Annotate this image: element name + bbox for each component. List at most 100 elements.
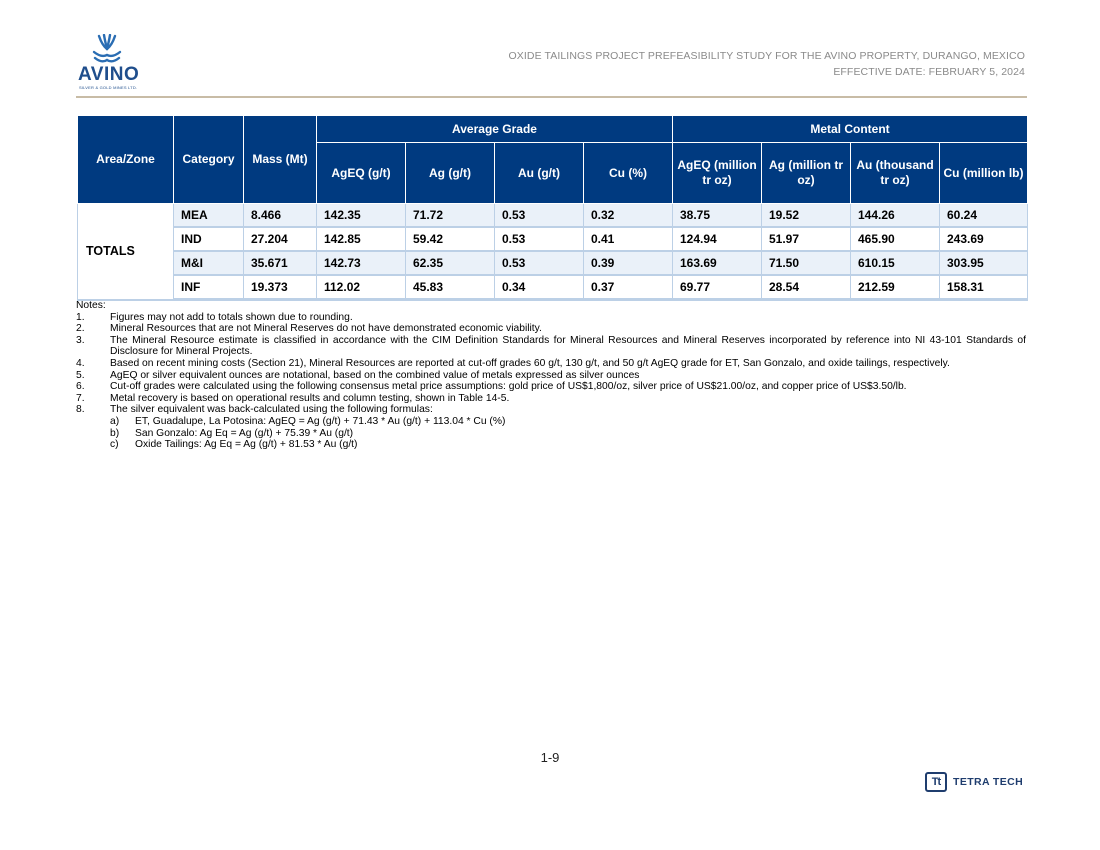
cell-metal-ageq: 163.69 <box>672 251 762 276</box>
cell-cu: 0.32 <box>583 203 673 228</box>
cell-metal-au: 610.15 <box>850 251 940 276</box>
header-metal-cu: Cu (million lb) <box>938 142 1029 204</box>
cell-cu: 0.41 <box>583 227 673 252</box>
cell-category: INF <box>173 275 244 301</box>
tetra-tech-logo-icon: Tt <box>925 772 947 792</box>
header-grade-ageq: AgEQ (g/t) <box>316 142 406 204</box>
cell-au: 0.53 <box>494 227 584 252</box>
table-row: M&I 35.671 142.73 62.35 0.53 0.39 163.69… <box>78 251 1029 276</box>
header-metal-ageq: AgEQ (million tr oz) <box>672 142 762 204</box>
table-row: IND 27.204 142.85 59.42 0.53 0.41 124.94… <box>78 227 1029 252</box>
document-title-line1: OXIDE TAILINGS PROJECT PREFEASIBILITY ST… <box>508 50 1025 62</box>
cell-metal-ageq: 38.75 <box>672 203 762 228</box>
notes-title: Notes: <box>76 300 106 311</box>
header-area-zone: Area/Zone <box>77 115 174 204</box>
note-text: Cut-off grades were calculated using the… <box>110 381 907 393</box>
cell-au: 0.53 <box>494 251 584 276</box>
cell-ageq: 142.85 <box>316 227 406 252</box>
cell-metal-au: 144.26 <box>850 203 940 228</box>
note-item: 2. Mineral Resources that are not Mineral… <box>76 323 1026 335</box>
formula-item: a) ET, Guadalupe, La Potosina: AgEQ = Ag … <box>76 416 1026 428</box>
cell-ag: 62.35 <box>405 251 495 276</box>
cell-metal-cu: 158.31 <box>938 275 1029 301</box>
note-number: 6. <box>76 381 85 393</box>
formula-text: ET, Guadalupe, La Potosina: AgEQ = Ag (g… <box>135 415 506 427</box>
note-item: 5. AgEQ or silver equivalent ounces are n… <box>76 370 1026 382</box>
formula-text: Oxide Tailings: Ag Eq = Ag (g/t) + 81.53… <box>135 439 358 451</box>
cell-metal-ageq: 69.77 <box>672 275 762 301</box>
header-metal-ag: Ag (million tr oz) <box>761 142 851 204</box>
note-text: Mineral Resources that are not Mineral R… <box>110 323 542 335</box>
cell-category: M&I <box>173 251 244 276</box>
cell-au: 0.34 <box>494 275 584 301</box>
cell-mass: 27.204 <box>243 227 317 252</box>
note-text: Based on recent mining costs (Section 21… <box>110 357 950 369</box>
header-grade-ag: Ag (g/t) <box>405 142 495 204</box>
area-totals: TOTALS <box>77 203 174 301</box>
note-item: 3. The Mineral Resource estimate is class… <box>76 335 1026 358</box>
avino-logo-icon <box>92 34 122 63</box>
formula-letter: c) <box>110 439 119 451</box>
cell-metal-ag: 51.97 <box>761 227 851 252</box>
cell-ageq: 112.02 <box>316 275 406 301</box>
note-text: Figures may not add to totals shown due … <box>110 311 353 323</box>
formula-text: San Gonzalo: Ag Eq = Ag (g/t) + 75.39 * … <box>135 427 354 439</box>
header-metal-content: Metal Content <box>671 115 1029 143</box>
note-number: 8. <box>76 404 85 416</box>
document-effective-date: EFFECTIVE DATE: FEBRUARY 5, 2024 <box>833 66 1025 78</box>
logo-subtitle: SILVER & GOLD MINES LTD. <box>79 85 138 90</box>
cell-metal-cu: 243.69 <box>938 227 1029 252</box>
cell-ag: 45.83 <box>405 275 495 301</box>
note-number: 5. <box>76 369 85 381</box>
header-mass: Mass (Mt) <box>243 115 317 204</box>
header-grade-cu: Cu (%) <box>583 142 673 204</box>
note-item: 4. Based on recent mining costs (Section … <box>76 358 1026 370</box>
cell-metal-cu: 303.95 <box>938 251 1029 276</box>
note-number: 3. <box>76 334 85 346</box>
cell-ageq: 142.35 <box>316 203 406 228</box>
header-rule <box>76 96 1027 98</box>
cell-category: IND <box>173 227 244 252</box>
mineral-resource-table: Area/Zone Category Mass (Mt) Average Gra… <box>77 115 1029 301</box>
cell-cu: 0.39 <box>583 251 673 276</box>
header-category: Category <box>173 115 244 204</box>
cell-ag: 59.42 <box>405 227 495 252</box>
formula-item: c) Oxide Tailings: Ag Eq = Ag (g/t) + 81.… <box>76 439 1026 451</box>
note-text: The Mineral Resource estimate is classif… <box>110 334 1026 358</box>
cell-metal-ag: 28.54 <box>761 275 851 301</box>
avino-logo: AVINO SILVER & GOLD MINES LTD. <box>76 34 146 90</box>
note-item: 1. Figures may not add to totals shown du… <box>76 312 1026 324</box>
note-number: 2. <box>76 323 85 335</box>
table-notes: Notes: 1. Figures may not add to totals s… <box>76 300 1026 451</box>
tetra-tech-wordmark: TETRA TECH <box>953 776 1024 788</box>
note-text: AgEQ or silver equivalent ounces are not… <box>110 369 640 381</box>
note-number: 1. <box>76 311 85 323</box>
cell-metal-ag: 71.50 <box>761 251 851 276</box>
header-metal-au: Au (thousand tr oz) <box>850 142 940 204</box>
page-number: 1-9 <box>540 750 560 765</box>
cell-metal-ageq: 124.94 <box>672 227 762 252</box>
note-item: 7. Metal recovery is based on operational… <box>76 393 1026 405</box>
cell-metal-au: 212.59 <box>850 275 940 301</box>
tetra-tech-logo: Tt TETRA TECH <box>925 772 1023 792</box>
header-average-grade: Average Grade <box>316 115 673 143</box>
cell-cu: 0.37 <box>583 275 673 301</box>
cell-au: 0.53 <box>494 203 584 228</box>
cell-metal-au: 465.90 <box>850 227 940 252</box>
cell-mass: 8.466 <box>243 203 317 228</box>
cell-ag: 71.72 <box>405 203 495 228</box>
cell-category: MEA <box>173 203 244 228</box>
cell-mass: 19.373 <box>243 275 317 301</box>
table-row: INF 19.373 112.02 45.83 0.34 0.37 69.77 … <box>78 275 1029 301</box>
formula-letter: a) <box>110 415 120 427</box>
note-number: 4. <box>76 357 85 369</box>
cell-metal-ag: 19.52 <box>761 203 851 228</box>
note-item: 8. The silver equivalent was back-calcula… <box>76 404 1026 416</box>
table-row: TOTALS MEA 8.466 142.35 71.72 0.53 0.32 … <box>77 203 1029 301</box>
note-text: Metal recovery is based on operational r… <box>110 392 510 404</box>
cell-mass: 35.671 <box>243 251 317 276</box>
logo-wordmark: AVINO <box>78 64 140 85</box>
cell-ageq: 142.73 <box>316 251 406 276</box>
note-number: 7. <box>76 392 85 404</box>
note-text: The silver equivalent was back-calculate… <box>110 404 433 416</box>
